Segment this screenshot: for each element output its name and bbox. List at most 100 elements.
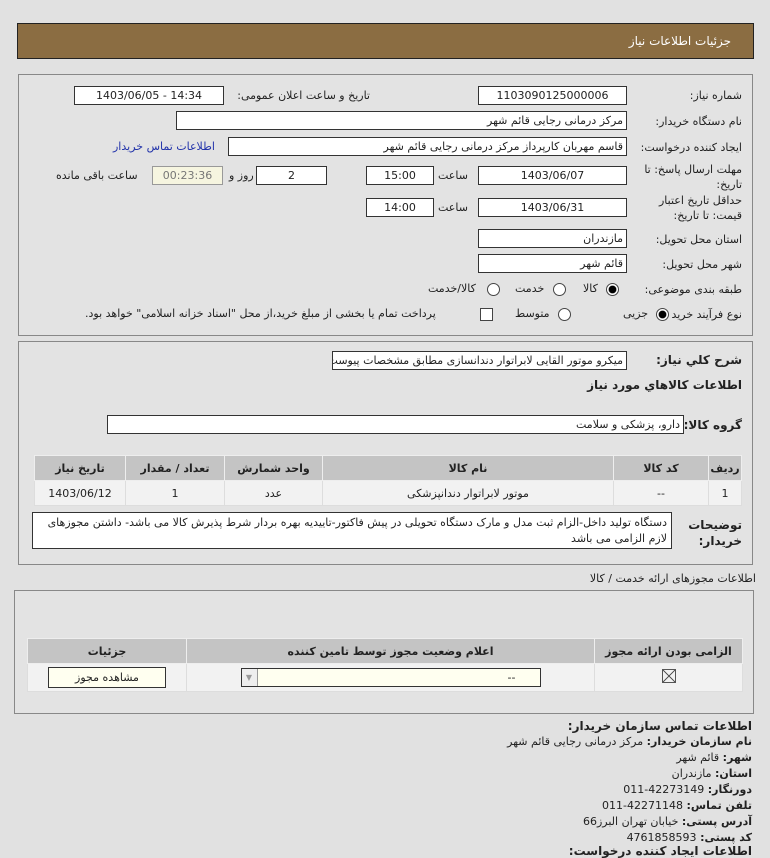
deadline-date-field: 1403/06/07 xyxy=(478,166,627,185)
creator-label: ایجاد کننده درخواست: xyxy=(640,141,742,154)
cell-status: -- ▼ xyxy=(186,663,595,692)
category-radio-service[interactable] xyxy=(553,283,566,296)
process-medium-label: متوسط xyxy=(515,307,550,320)
notes-label-2: خریدار: xyxy=(698,534,742,548)
announce-field: 1403/06/05 - 14:34 xyxy=(74,86,224,105)
permits-table-header: الزامی بودن ارائه مجوز اعلام وضعیت مجوز … xyxy=(27,638,743,664)
remaining-label: ساعت باقی مانده xyxy=(56,169,138,182)
treasury-checkbox[interactable] xyxy=(480,308,493,321)
col-status: اعلام وضعیت مجوز توسط تامین کننده xyxy=(186,638,595,664)
contact-postal-label: کد پستی: xyxy=(700,831,752,844)
category-radio-both[interactable] xyxy=(487,283,500,296)
goods-table: ردیف کد کالا نام کالا واحد شمارش تعداد /… xyxy=(34,455,742,506)
group-label: گروه کالا: xyxy=(683,418,742,432)
col-details: جزئیات xyxy=(27,638,187,664)
buyer-label: نام دستگاه خریدار: xyxy=(655,115,742,128)
buyer-contact-link[interactable]: اطلاعات تماس خریدار xyxy=(113,140,215,153)
announce-label: تاریخ و ساعت اعلان عمومی: xyxy=(237,89,370,102)
contact-phone: تلفن تماس: 42271148-011 xyxy=(602,799,752,812)
contact-postal: کد پستی: 4761858593 xyxy=(627,831,752,844)
contact-org: نام سازمان خریدار: مرکز درمانی رجایی قائ… xyxy=(507,735,752,748)
days-label: روز و xyxy=(229,169,254,182)
view-permit-button[interactable]: مشاهده مجوز xyxy=(48,667,166,688)
notes-label-1: توضیحات xyxy=(688,518,742,532)
contact-fax-value: 42273149-011 xyxy=(623,783,705,796)
remaining-time-field: 00:23:36 xyxy=(152,166,223,185)
contact-fax-label: دورنگار: xyxy=(707,783,752,796)
contact-postal-value: 4761858593 xyxy=(626,831,697,844)
page-title: جزئیات اطلاعات نیاز xyxy=(628,34,731,48)
cell-qty: 1 xyxy=(125,480,225,506)
col-code: کد کالا xyxy=(613,455,709,481)
cell-row: 1 xyxy=(708,480,742,506)
summary-label: شرح کلي نياز: xyxy=(656,353,742,367)
cell-required xyxy=(594,663,743,692)
group-field: دارو، پزشکی و سلامت xyxy=(107,415,684,434)
contact-address-value: خیابان تهران البرز66 xyxy=(582,815,679,828)
deadline-time-label: ساعت xyxy=(438,169,468,182)
permits-table: الزامی بودن ارائه مجوز اعلام وضعیت مجوز … xyxy=(27,638,743,692)
contact-province-label: استان: xyxy=(715,767,752,780)
col-qty: تعداد / مقدار xyxy=(125,455,225,481)
contact-fax: دورنگار: 42273149-011 xyxy=(623,783,752,796)
contact-city-label: شهر: xyxy=(722,751,752,764)
status-select-value: -- xyxy=(507,671,516,684)
cell-unit: عدد xyxy=(224,480,323,506)
category-both-label: کالا/خدمت xyxy=(428,282,476,295)
goods-heading: اطلاعات كالاهاي مورد نياز xyxy=(587,378,742,392)
contact-heading: اطلاعات تماس سازمان خریدار: xyxy=(567,719,752,733)
need-number-field: 1103090125000006 xyxy=(478,86,627,105)
creator-contact-heading: اطلاعات ایجاد کننده درخواست: xyxy=(568,844,752,858)
category-label: طبقه بندی موضوعی: xyxy=(644,283,742,296)
contact-province-value: مازندران xyxy=(671,767,712,780)
process-radio-medium[interactable] xyxy=(558,308,571,321)
permits-heading: اطلاعات مجوزهای ارائه خدمت / کالا xyxy=(589,572,756,585)
status-select[interactable]: -- ▼ xyxy=(240,668,541,687)
table-row: 1 -- موتور لابراتوار دندانپزشکی عدد 1 14… xyxy=(34,480,742,506)
goods-table-header: ردیف کد کالا نام کالا واحد شمارش تعداد /… xyxy=(34,455,742,481)
buyer-field: مرکز درمانی رجایی قائم شهر xyxy=(176,111,627,130)
contact-province: استان: مازندران xyxy=(672,767,752,780)
deadline-label-2: تاریخ: xyxy=(716,178,742,191)
process-partial-label: جزیی xyxy=(623,307,649,320)
cell-details: مشاهده مجوز xyxy=(27,663,187,692)
cell-code: -- xyxy=(613,480,709,506)
deadline-time-field: 15:00 xyxy=(366,166,434,185)
contact-city-value: قائم شهر xyxy=(676,751,720,764)
city-field: قائم شهر xyxy=(478,254,627,273)
deadline-label-1: مهلت ارسال پاسخ: تا xyxy=(644,163,742,176)
payment-note: پرداخت تمام یا بخشی از مبلغ خرید،از محل … xyxy=(85,307,436,320)
process-label: نوع فرآیند خرید : xyxy=(664,308,742,321)
col-unit: واحد شمارش xyxy=(224,455,323,481)
contact-phone-label: تلفن تماس: xyxy=(686,799,752,812)
process-radio-partial[interactable] xyxy=(656,308,669,321)
col-required: الزامی بودن ارائه مجوز xyxy=(594,638,743,664)
category-goods-label: کالا xyxy=(583,282,598,295)
notes-field: دستگاه تولید داخل-الزام ثبت مدل و مارک د… xyxy=(32,512,672,549)
contact-city: شهر: قائم شهر xyxy=(676,751,752,764)
contact-address: آدرس پستی: خیابان تهران البرز66 xyxy=(583,815,752,828)
validity-time-label: ساعت xyxy=(438,201,468,214)
contact-phone-value: 42271148-011 xyxy=(602,799,684,812)
province-field: مازندران xyxy=(478,229,627,248)
table-row: -- ▼ مشاهده مجوز xyxy=(27,663,743,692)
need-number-label: شماره نیاز: xyxy=(689,89,742,102)
city-label: شهر محل تحویل: xyxy=(662,258,742,271)
dropdown-arrow-icon[interactable]: ▼ xyxy=(241,669,258,686)
col-date: تاریخ نیاز xyxy=(34,455,126,481)
cell-date: 1403/06/12 xyxy=(34,480,126,506)
validity-date-field: 1403/06/31 xyxy=(478,198,627,217)
page-header: جزئیات اطلاعات نیاز xyxy=(17,23,754,59)
contact-org-value: مرکز درمانی رجایی قائم شهر xyxy=(507,735,644,748)
province-label: استان محل تحویل: xyxy=(655,233,742,246)
cell-name: موتور لابراتوار دندانپزشکی xyxy=(322,480,614,506)
category-radio-goods[interactable] xyxy=(606,283,619,296)
required-checkbox-icon xyxy=(661,669,676,683)
contact-org-label: نام سازمان خریدار: xyxy=(646,735,752,748)
validity-time-field: 14:00 xyxy=(366,198,434,217)
days-field: 2 xyxy=(256,166,327,185)
validity-label-2: قیمت: تا تاریخ: xyxy=(673,209,742,222)
creator-field: قاسم مهربان کارپرداز مرکز درمانی رجایی ق… xyxy=(228,137,627,156)
col-row: ردیف xyxy=(708,455,742,481)
contact-address-label: آدرس پستی: xyxy=(681,815,752,828)
